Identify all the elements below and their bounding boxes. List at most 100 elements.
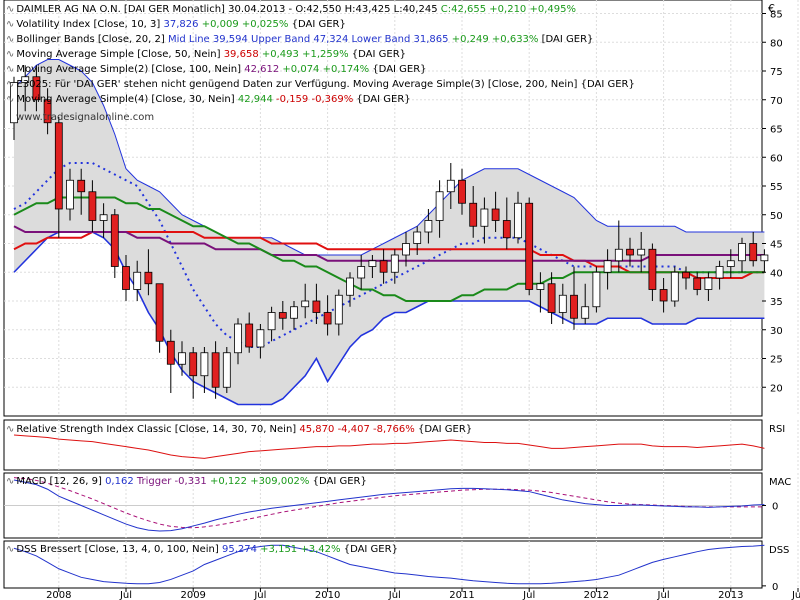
- legend-macd-trigger: Trigger -0,331: [136, 476, 207, 487]
- candle-body: [637, 248, 646, 256]
- x-tick-label: Jul: [253, 590, 266, 600]
- x-tick-label: 2008: [46, 590, 71, 600]
- legend-macd-pct: +309,002%: [250, 476, 310, 487]
- candle-body: [32, 76, 41, 101]
- candle-body: [323, 312, 332, 325]
- y-tick-label: 85: [770, 10, 783, 21]
- candle-body: [502, 220, 511, 239]
- candle-body: [278, 312, 287, 319]
- candle-body: [267, 312, 276, 331]
- legend-ma200-text: E3025: Für 'DAI GER' stehen nicht genüge…: [16, 79, 635, 90]
- indicator-icon: ∿: [6, 476, 15, 487]
- candle-body: [357, 266, 366, 279]
- legend-macd: ∿ MACD [12, 26, 9] 0,162 Trigger -0,331 +…: [6, 474, 367, 489]
- legend-main-pct: +0,495%: [529, 4, 576, 15]
- legend-rsi-change: -4,407: [337, 424, 370, 435]
- candle-body: [178, 352, 186, 365]
- legend-vix-change: +0,009: [201, 19, 239, 30]
- x-tick-label: 2009: [180, 590, 205, 600]
- candle-body: [66, 179, 74, 210]
- legend-rsi: ∿ Relative Strength Index Classic [Close,…: [6, 422, 472, 437]
- ma50-line: [13, 196, 765, 302]
- y-tick-label: 75: [770, 67, 783, 78]
- candle-body: [379, 260, 388, 273]
- legend-main-name: DAIMLER AG NA O.N. [DAI GER Monatlich] 3…: [16, 4, 438, 15]
- indicator-icon: ∿: [6, 49, 15, 60]
- candle-body: [166, 340, 175, 365]
- dss-y-tick-label: 0: [772, 582, 778, 593]
- y-tick-label: 20: [770, 383, 783, 394]
- currency-label: €: [768, 2, 775, 15]
- candle-body: [43, 99, 52, 124]
- legend-ma30: ∿ Moving Average Simple(4) [Close, 30, Ne…: [6, 92, 635, 107]
- candle-body: [189, 352, 198, 377]
- candle-body: [491, 208, 500, 221]
- macd-y-tick-label: 0: [772, 502, 778, 513]
- candle-body: [290, 306, 298, 319]
- macd-trigger-line: [13, 477, 765, 529]
- watermark: www.tradesignalonline.com: [16, 112, 154, 123]
- legend-dss: ∿ DSS Bressert [Close, 13, 4, 0, 100, Nei…: [6, 542, 398, 557]
- y-tick-label: 50: [770, 211, 783, 222]
- candle-body: [77, 179, 86, 193]
- legend-bb: ∿ Bollinger Bands [Close, 20, 2] Mid Line…: [6, 32, 635, 47]
- candle-body: [659, 289, 668, 302]
- candle-body: [424, 220, 433, 233]
- candle-body: [514, 202, 522, 239]
- candle-body: [614, 248, 623, 262]
- indicator-icon: ∿: [6, 79, 15, 90]
- x-tick-label: 2010: [315, 590, 340, 600]
- candle-body: [536, 283, 545, 290]
- candle-body: [110, 214, 119, 267]
- indicator-icon: ∿: [6, 94, 15, 105]
- legend-bb-values: Mid Line 39,594 Upper Band 47,324 Lower …: [167, 34, 449, 45]
- legend-bb-suffix: [DAI GER}: [541, 34, 594, 45]
- y-tick-label: 45: [770, 240, 783, 251]
- y-tick-label: 30: [770, 326, 783, 337]
- candle-body: [21, 76, 30, 83]
- axes: 2008 Jul 2009 Jul 2010 Jul 2011 Jul 2012 Jul 2013 J…: [46, 10, 800, 600]
- candle-body: [749, 243, 758, 262]
- candles: [10, 65, 769, 399]
- candle-body: [133, 271, 142, 290]
- x-tick-label: Jul: [388, 590, 401, 600]
- ma30-line: [13, 225, 765, 262]
- legend-macd-change: +0,122: [209, 476, 247, 487]
- legend-main-close: C:42,655: [440, 4, 487, 15]
- legend-main-change: +0,210: [489, 4, 527, 15]
- legend-dss-suffix: {DAI GER}: [343, 544, 398, 555]
- legend-dss-change: +3,151: [260, 544, 298, 555]
- candle-body: [693, 277, 702, 290]
- legend-rsi-pct: -8,766%: [373, 424, 415, 435]
- legend-dss-pct: +3,42%: [300, 544, 341, 555]
- panel-frame-3: [3, 540, 763, 589]
- legend-vix-suffix: {DAI GER}: [291, 19, 346, 30]
- rsi-line: [13, 434, 765, 459]
- y-tick-label: 40: [770, 268, 783, 279]
- candle-body: [54, 122, 63, 210]
- candle-body: [760, 254, 769, 262]
- candle-body: [603, 260, 612, 273]
- legend-ma50-value: 39,658: [223, 49, 259, 60]
- candle-body: [726, 260, 735, 267]
- legend-rsi-value: 45,870: [299, 424, 335, 435]
- candle-body: [558, 294, 567, 313]
- candle-body: [122, 266, 130, 290]
- candle-body: [222, 352, 231, 388]
- legend-vix-pct: +0,025%: [241, 19, 289, 30]
- candle-body: [592, 271, 601, 308]
- candle-body: [88, 191, 97, 221]
- candle-body: [435, 191, 444, 221]
- grid: [3, 0, 799, 589]
- legend-ma50-pct: +1,259%: [302, 49, 349, 60]
- legend-ma30-pct: -0,369%: [311, 94, 354, 105]
- legend-ma30-change: -0,159: [276, 94, 309, 105]
- legend-macd-name: MACD [12, 26, 9]: [16, 476, 102, 487]
- indicator-icon: ∿: [6, 544, 15, 555]
- main-legend: ∿ DAIMLER AG NA O.N. [DAI GER Monatlich] …: [6, 2, 635, 107]
- candle-body: [704, 277, 713, 290]
- y-tick-label: 80: [770, 38, 783, 49]
- candle-body: [312, 300, 321, 313]
- legend-vix: ∿ Volatility Index [Close, 10, 3] 37,826 …: [6, 17, 635, 32]
- candle-body: [234, 323, 242, 354]
